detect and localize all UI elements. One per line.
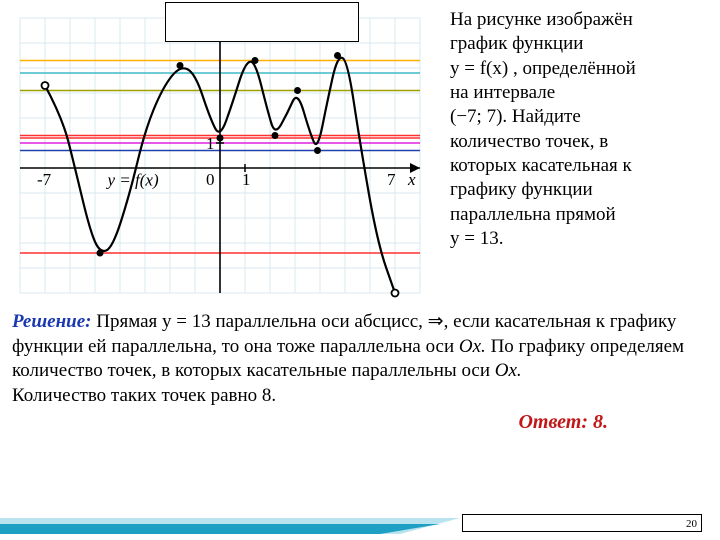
solution-label: Решение:: [12, 311, 92, 332]
page-number: 20: [686, 518, 697, 530]
solution-final: Количество таких точек равно 8.: [12, 385, 276, 406]
solution-ox2: Ox.: [495, 360, 522, 381]
solution-block: Решение: Прямая y = 13 параллельна оси а…: [0, 310, 720, 435]
problem-l10: y = 13.: [450, 228, 503, 249]
solution-ox1: Ox.: [459, 336, 486, 357]
svg-text:1: 1: [242, 170, 251, 189]
problem-l6: количество точек, в: [450, 131, 608, 152]
problem-l2: график функции: [450, 33, 583, 54]
problem-l9: параллельна прямой: [450, 204, 616, 225]
problem-l4: на интервале: [450, 82, 555, 103]
graph-svg: 011-77xyy = f(x): [10, 8, 442, 308]
answer-label: Ответ: 8.: [518, 411, 608, 433]
graph-panel: 011-77xyy = f(x): [10, 8, 442, 308]
svg-text:7: 7: [387, 170, 396, 189]
svg-text:y = f(x): y = f(x): [106, 171, 159, 190]
footer: 20: [0, 512, 720, 534]
problem-text: На рисунке изображён график функции y = …: [442, 8, 710, 308]
problem-l5: (−7; 7). Найдите: [450, 106, 581, 127]
answer-line: Ответ: 8.: [12, 409, 708, 435]
problem-l7: которых касательная к: [450, 155, 632, 176]
main-layout: 011-77xyy = f(x) На рисунке изображён гр…: [0, 0, 720, 310]
svg-text:x: x: [407, 170, 416, 189]
problem-l8: графику функции: [450, 179, 593, 200]
svg-text:-7: -7: [37, 170, 52, 189]
problem-l1: На рисунке изображён: [450, 9, 633, 30]
problem-l3: y = f(x) , определённой: [450, 58, 636, 79]
svg-text:0: 0: [206, 170, 215, 189]
header-box: [165, 2, 359, 42]
footer-box: 20: [462, 514, 702, 532]
svg-text:1: 1: [206, 134, 215, 153]
